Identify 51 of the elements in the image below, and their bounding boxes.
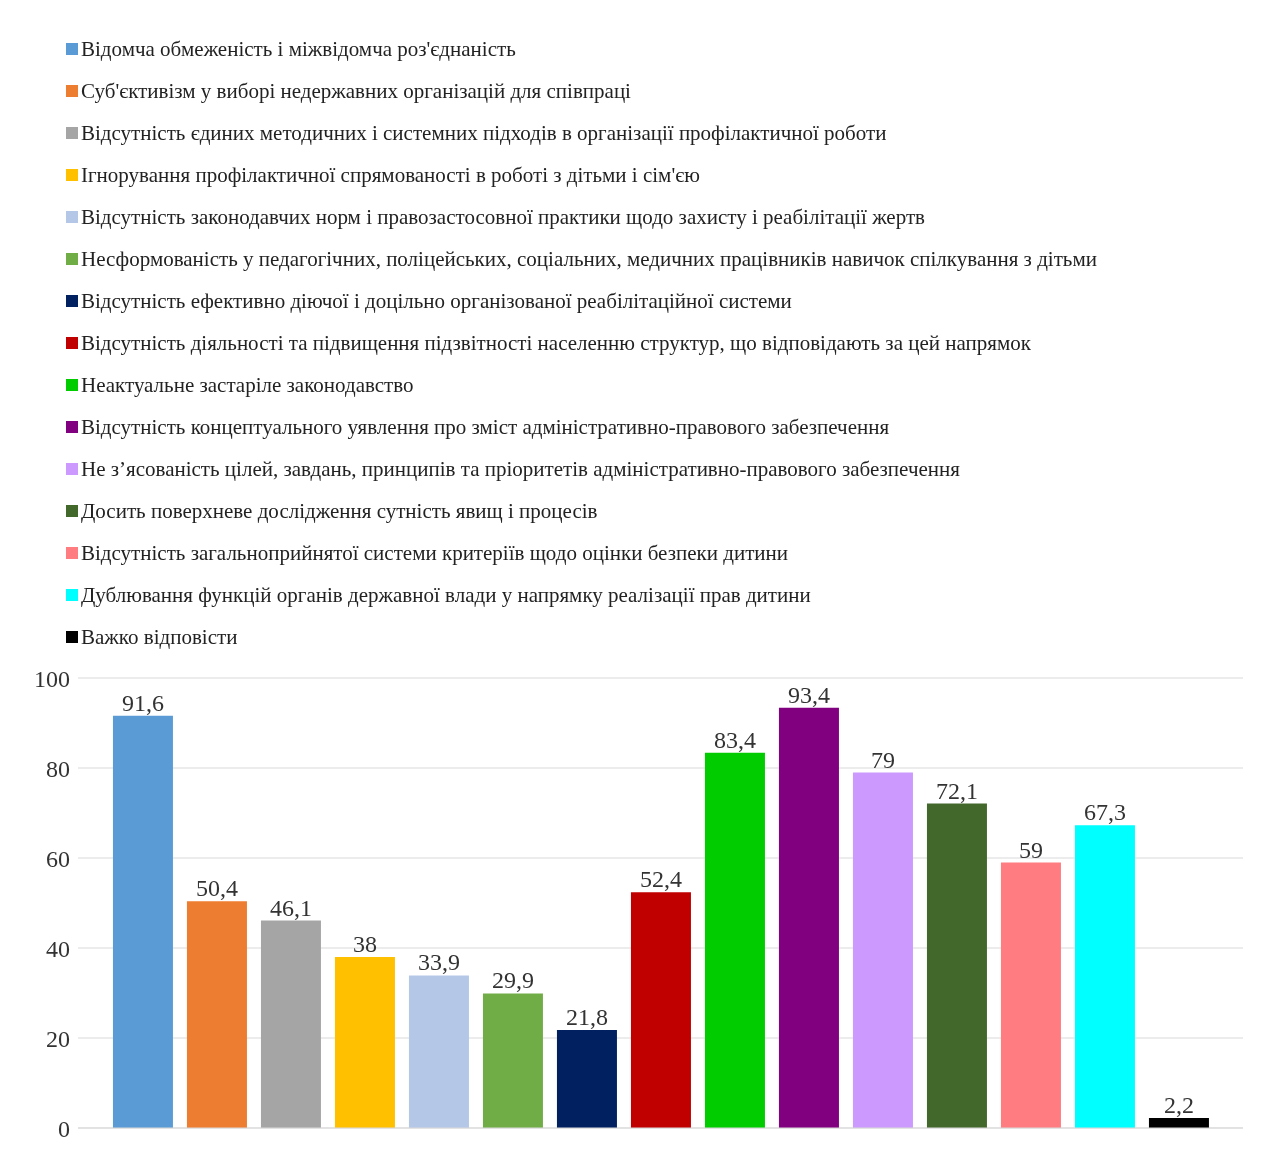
bar	[1148, 1118, 1209, 1128]
y-tick-label: 100	[34, 665, 70, 692]
legend-label: Досить поверхневе дослідження сутність явищ і процесів	[81, 498, 598, 524]
y-tick-label: 80	[46, 755, 70, 782]
bar	[852, 772, 913, 1128]
data-label: 72,1	[935, 777, 978, 804]
legend-label: Несформованість у педагогічних, поліцейських, соціальних, медичних працівників навичок спілкування з дітьми	[81, 246, 1097, 272]
legend-label: Ігнорування профілактичної спрямованості в роботі з дітьми і сім'єю	[81, 162, 700, 188]
data-label: 2,2	[1163, 1092, 1194, 1119]
bar	[1074, 825, 1135, 1128]
bar	[630, 892, 691, 1128]
legend-label: Важко відповісти	[81, 624, 238, 650]
y-tick-label: 40	[46, 935, 70, 962]
legend-label: Відсутність ефективно діючої і доцільно організованої реабілітаційної системи	[81, 288, 792, 314]
bar	[186, 901, 247, 1128]
bar	[1000, 862, 1061, 1128]
data-label: 83,4	[713, 726, 756, 753]
bar	[408, 975, 469, 1128]
bar	[482, 993, 543, 1128]
data-label: 21,8	[565, 1003, 608, 1030]
bar	[778, 707, 839, 1128]
data-label: 91,6	[121, 689, 164, 716]
data-label: 38	[352, 931, 377, 957]
bar	[112, 715, 173, 1128]
legend-label: Відсутність єдиних методичних і системних підходів в організації профілактичної роботи	[81, 120, 887, 146]
data-label: 52,4	[639, 866, 682, 893]
y-tick-label: 0	[58, 1115, 70, 1142]
data-label: 79	[870, 746, 895, 773]
legend-label: Неактуальне застаріле законодавство	[81, 372, 414, 398]
bar	[926, 803, 987, 1128]
legend-label: Відсутність законодавчих норм і правозастосовної практики щодо захисту і реабілітації жертв	[81, 204, 926, 230]
y-tick-label: 20	[46, 1025, 70, 1052]
legend-label: Відомча обмеженість і міжвідомча роз'єднаність	[81, 36, 516, 62]
data-label: 67,3	[1083, 799, 1126, 826]
legend-label: Відсутність діяльності та підвищення підзвітності населенню структур, що відповідають за цей напрямок	[81, 330, 1031, 356]
data-label: 93,4	[787, 681, 830, 708]
bar	[704, 752, 765, 1128]
bar	[260, 920, 321, 1128]
bar	[334, 957, 395, 1128]
bar	[556, 1029, 617, 1128]
legend-label: Відсутність концептуального уявлення про зміст адміністративно-правового забезпечення	[81, 414, 890, 440]
data-label: 33,9	[417, 949, 460, 976]
legend-label: Суб'єктивізм у виборі недержавних організацій для співпраці	[81, 78, 631, 104]
data-label: 29,9	[491, 967, 534, 994]
y-tick-label: 60	[46, 845, 70, 872]
data-label: 59	[1018, 836, 1043, 863]
legend-label: Дублювання функцій органів державної влади у напрямку реалізації прав дитини	[81, 582, 811, 608]
legend-label: Відсутність загальноприйнятої системи критеріїв щодо оцінки безпеки дитини	[81, 540, 789, 566]
data-label: 50,4	[195, 875, 238, 902]
data-label: 46,1	[269, 894, 312, 921]
legend-label: Не з’ясованість цілей, завдань, принципів та пріоритетів адміністративно-правового забезпечення	[81, 456, 960, 482]
